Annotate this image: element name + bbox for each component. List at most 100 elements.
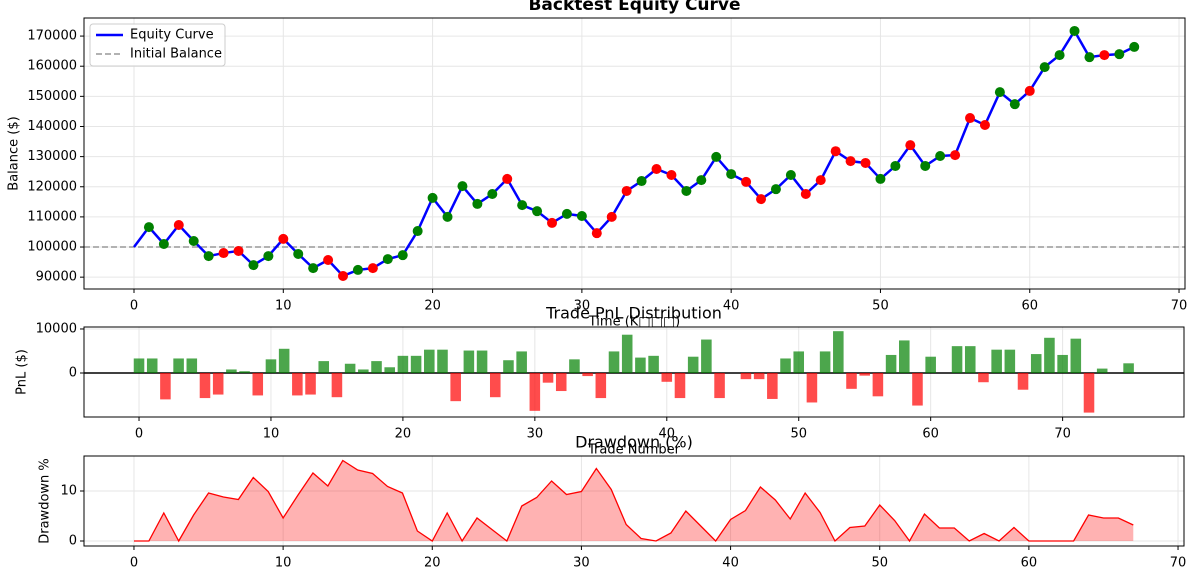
pnl-bar — [199, 372, 211, 399]
x-tick-label: 70 — [1054, 427, 1071, 442]
pnl-bar — [859, 372, 870, 376]
legend-label: Equity Curve — [130, 28, 214, 43]
x-axis-label: Trade Number — [587, 443, 681, 458]
pnl-bar — [648, 355, 659, 373]
pnl-bar — [186, 358, 198, 373]
pnl-bar — [463, 350, 475, 373]
pnl-bar — [358, 369, 369, 373]
pnl-bar — [819, 351, 831, 373]
trade-marker — [875, 173, 886, 184]
trade-marker — [532, 206, 543, 217]
pnl-bar — [437, 349, 448, 373]
drawdown-line — [133, 459, 1134, 543]
y-tick-label: 10 — [60, 484, 77, 499]
trade-marker — [203, 251, 214, 262]
y-tick-label: 0 — [69, 534, 77, 549]
pnl-bar — [133, 358, 145, 373]
trade-marker — [636, 176, 647, 187]
pnl-bar — [226, 369, 237, 373]
x-tick-label: 10 — [263, 427, 280, 442]
x-tick-label: 10 — [275, 556, 292, 571]
trade-marker — [502, 173, 513, 184]
pnl-bar — [331, 372, 343, 398]
x-tick-label: 40 — [722, 556, 739, 571]
pnl-bar — [978, 372, 989, 383]
trade-marker — [1024, 85, 1035, 96]
trade-marker — [681, 185, 692, 196]
trade-marker — [711, 151, 722, 162]
x-tick-label: 30 — [527, 427, 544, 442]
trade-marker — [472, 198, 483, 209]
trade-marker — [576, 210, 587, 221]
pnl-bar — [991, 349, 1002, 373]
trade-marker — [323, 254, 334, 265]
y-axis-label: PnL ($) — [15, 349, 30, 395]
legend-box — [89, 23, 226, 67]
trade-marker — [1114, 49, 1125, 60]
x-tick-label: 40 — [659, 427, 676, 442]
y-tick-label: 0 — [69, 365, 77, 380]
pnl-bar — [239, 371, 250, 373]
pnl-bar — [1044, 337, 1055, 373]
pnl-bar — [212, 372, 224, 395]
trade-marker — [1039, 62, 1050, 73]
pnl-bar — [701, 339, 712, 373]
y-tick-label: 90000 — [36, 270, 77, 285]
axes-frame — [83, 326, 1185, 418]
trade-marker — [845, 156, 856, 167]
trade-marker — [756, 194, 767, 205]
y-tick-label: 140000 — [27, 119, 77, 134]
y-tick-label: 10000 — [36, 321, 77, 336]
legend: Equity Curve Initial Balance — [89, 23, 226, 67]
trade-marker — [397, 250, 408, 261]
x-tick-label: 20 — [395, 427, 412, 442]
pnl-bar — [292, 372, 303, 396]
x-tick-label: 70 — [1170, 556, 1187, 571]
x-axis-label: Time (K□□□) — [588, 315, 680, 330]
trade-marker — [591, 228, 602, 239]
trade-marker — [860, 157, 871, 168]
y-tick-label: 130000 — [27, 149, 77, 164]
trade-marker — [800, 188, 811, 199]
trade-marker — [248, 260, 259, 271]
y-axis-label: Balance ($) — [7, 116, 22, 190]
pnl-bar — [278, 348, 290, 373]
y-tick-label: 110000 — [27, 209, 77, 224]
y-tick-label: 170000 — [27, 29, 77, 44]
x-tick-label: 30 — [573, 556, 590, 571]
x-tick-label: 20 — [424, 556, 441, 571]
trade-marker — [726, 169, 737, 180]
trade-marker — [979, 119, 990, 130]
pnl-bar — [344, 363, 356, 373]
trade-marker — [606, 211, 617, 222]
pnl-bar — [780, 358, 791, 373]
pnl-bar — [964, 346, 976, 373]
pnl-bar — [384, 367, 395, 373]
y-tick-label: 160000 — [27, 59, 77, 74]
trade-marker — [666, 170, 677, 181]
drawdown-area — [133, 460, 1134, 541]
pnl-bar — [1004, 349, 1016, 373]
chart-title: Trade PnL Distribution — [545, 304, 722, 323]
pnl-bar — [410, 355, 422, 373]
pnl-bar — [595, 372, 607, 399]
pnl-bar — [846, 372, 857, 389]
trade-marker — [293, 248, 304, 259]
trade-marker — [830, 146, 841, 157]
x-tick-label: 50 — [790, 427, 807, 442]
trade-marker — [278, 233, 289, 244]
trade-marker — [741, 176, 752, 187]
trade-marker — [218, 248, 229, 259]
x-tick-label: 50 — [872, 299, 889, 314]
trade-marker — [338, 270, 349, 281]
trade-marker — [442, 211, 453, 222]
pnl-bar — [371, 361, 382, 373]
pnl-bar — [569, 359, 580, 373]
y-tick-label: 150000 — [27, 89, 77, 104]
pnl-bar — [516, 351, 527, 373]
trade-marker — [905, 140, 916, 151]
y-tick-label: 100000 — [27, 240, 77, 255]
trade-marker — [770, 184, 781, 195]
pnl-bar — [1083, 372, 1095, 413]
